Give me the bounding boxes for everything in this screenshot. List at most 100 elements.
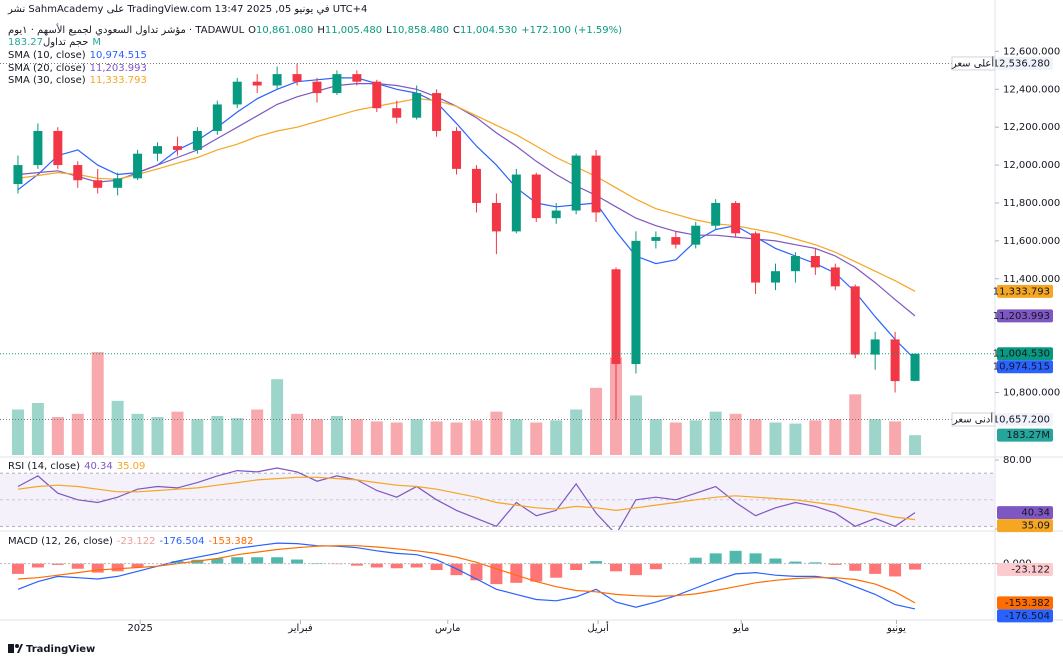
- sma-legend: SMA (10, close) 10,974.515: [8, 50, 151, 62]
- volume-bar: [111, 400, 124, 455]
- rsi-value: 40.34: [84, 461, 113, 472]
- candle-body: [870, 339, 880, 355]
- price-label-box: [997, 428, 1053, 442]
- macd-hist: [909, 563, 922, 570]
- x-tick-label: فبراير: [287, 623, 313, 634]
- volume-bar: [370, 421, 383, 455]
- volume-bar: [530, 422, 543, 455]
- price-label-box: [997, 609, 1053, 623]
- volume-value: 183.27M: [8, 37, 102, 48]
- volume-bar: [151, 417, 164, 455]
- volume-bar: [889, 421, 902, 455]
- macd-hist: [370, 563, 383, 568]
- macd-hist: [251, 557, 264, 564]
- line: [17, 545, 916, 604]
- candle-body: [611, 269, 621, 365]
- price-label-box: [997, 309, 1053, 323]
- y-tick-label: 80.00: [1003, 455, 1032, 466]
- price-label-box: [997, 506, 1053, 520]
- x-tick-label: أبريل: [587, 621, 609, 634]
- volume-bar: [51, 417, 64, 455]
- price-label: 12,536.280: [993, 58, 1050, 69]
- price-label: 10,974.515: [993, 362, 1050, 373]
- macd-hist: [131, 563, 144, 568]
- ohlc-letter: L: [386, 25, 392, 36]
- candle-body: [53, 130, 63, 166]
- volume-bar: [490, 411, 503, 455]
- candle-body: [531, 174, 541, 219]
- rsi-title: RSI (14, close): [8, 461, 81, 472]
- macd-hist: [550, 563, 563, 578]
- candle-body: [711, 202, 721, 226]
- macd-hist: [649, 563, 662, 570]
- macd-hist: [689, 557, 702, 564]
- candle-body: [113, 178, 123, 188]
- sma-name: SMA (20, close): [8, 62, 86, 74]
- rsi-legend: RSI (14, close) 40.34 35.09: [8, 461, 149, 473]
- candle-body: [13, 165, 23, 185]
- volume-bar: [689, 420, 702, 455]
- volume-bar: [729, 413, 742, 455]
- volume-bar: [211, 416, 224, 455]
- macd-hist: [510, 563, 523, 583]
- macd-hist: [869, 563, 882, 574]
- candle-body: [471, 168, 481, 203]
- volume-bar: [310, 419, 323, 455]
- macd-hist: [271, 557, 284, 564]
- sma-value: 10,974.515: [89, 50, 147, 61]
- price-label-box: [997, 347, 1053, 361]
- macd-hist: [849, 563, 862, 571]
- macd-title: MACD (12, 26, close): [8, 536, 113, 547]
- volume-bar: [550, 420, 563, 455]
- macd-hist: [231, 557, 244, 564]
- candle-body: [73, 165, 83, 181]
- price-label-box: [997, 284, 1053, 298]
- macd-hist: [11, 563, 24, 574]
- volume-bar: [669, 422, 682, 455]
- macd-hist: [71, 563, 84, 569]
- ohlc-letter: H: [317, 25, 325, 36]
- sma-name: SMA (10, close): [8, 50, 86, 61]
- x-tick-label: 2025: [127, 623, 152, 634]
- candle-body: [551, 210, 561, 219]
- y-tick-label: 10,800.000: [1003, 387, 1060, 398]
- macd-hist: [729, 550, 742, 564]
- volume-bar: [629, 395, 642, 455]
- x-tick-label: مارس: [435, 623, 460, 634]
- volume-bar: [909, 435, 922, 455]
- ohlc-item: O10,861.080: [248, 25, 313, 36]
- volume-bar: [330, 416, 343, 455]
- change: +172.100 (+1.59%): [521, 25, 623, 36]
- macd-hist: [490, 563, 503, 585]
- volume-bar: [709, 411, 722, 455]
- candle-body: [372, 81, 382, 109]
- published-line: نشر SahmAcademy على TradingView.com في ي…: [8, 4, 371, 16]
- volume-bar: [430, 421, 443, 455]
- brand: TradingView: [26, 644, 95, 655]
- symbol-line: مؤشر تداول السعودي لجميع الأسهم · ١يوم ·…: [8, 25, 626, 37]
- macd-hist: [789, 561, 802, 564]
- rsi-pane: [0, 467, 995, 530]
- x-tick-label: يونيو: [886, 623, 906, 634]
- ohlc-value: 10,858.480: [391, 25, 449, 36]
- candle-body: [252, 81, 262, 86]
- volume-bar: [829, 419, 842, 455]
- volume-name: حجم تداول: [43, 37, 89, 48]
- volume-bar: [71, 413, 84, 455]
- candle-body: [412, 93, 422, 118]
- candle-body: [332, 74, 342, 94]
- volume-bar: [809, 420, 822, 455]
- candle-body: [751, 233, 761, 283]
- macd-hist: [889, 563, 902, 577]
- volume-bar: [470, 420, 483, 455]
- candle-body: [910, 353, 920, 381]
- candle-body: [212, 104, 222, 131]
- y-tick-label: 12,600.000: [1003, 46, 1060, 57]
- candle-body: [830, 267, 840, 287]
- candle-body: [133, 153, 143, 179]
- sma-value: 11,203.993: [89, 62, 147, 74]
- volume-bar: [191, 419, 204, 455]
- candle-body: [491, 202, 501, 232]
- macd-legend: MACD (12, 26, close) -23.122 -176.504 -153.…: [8, 536, 257, 548]
